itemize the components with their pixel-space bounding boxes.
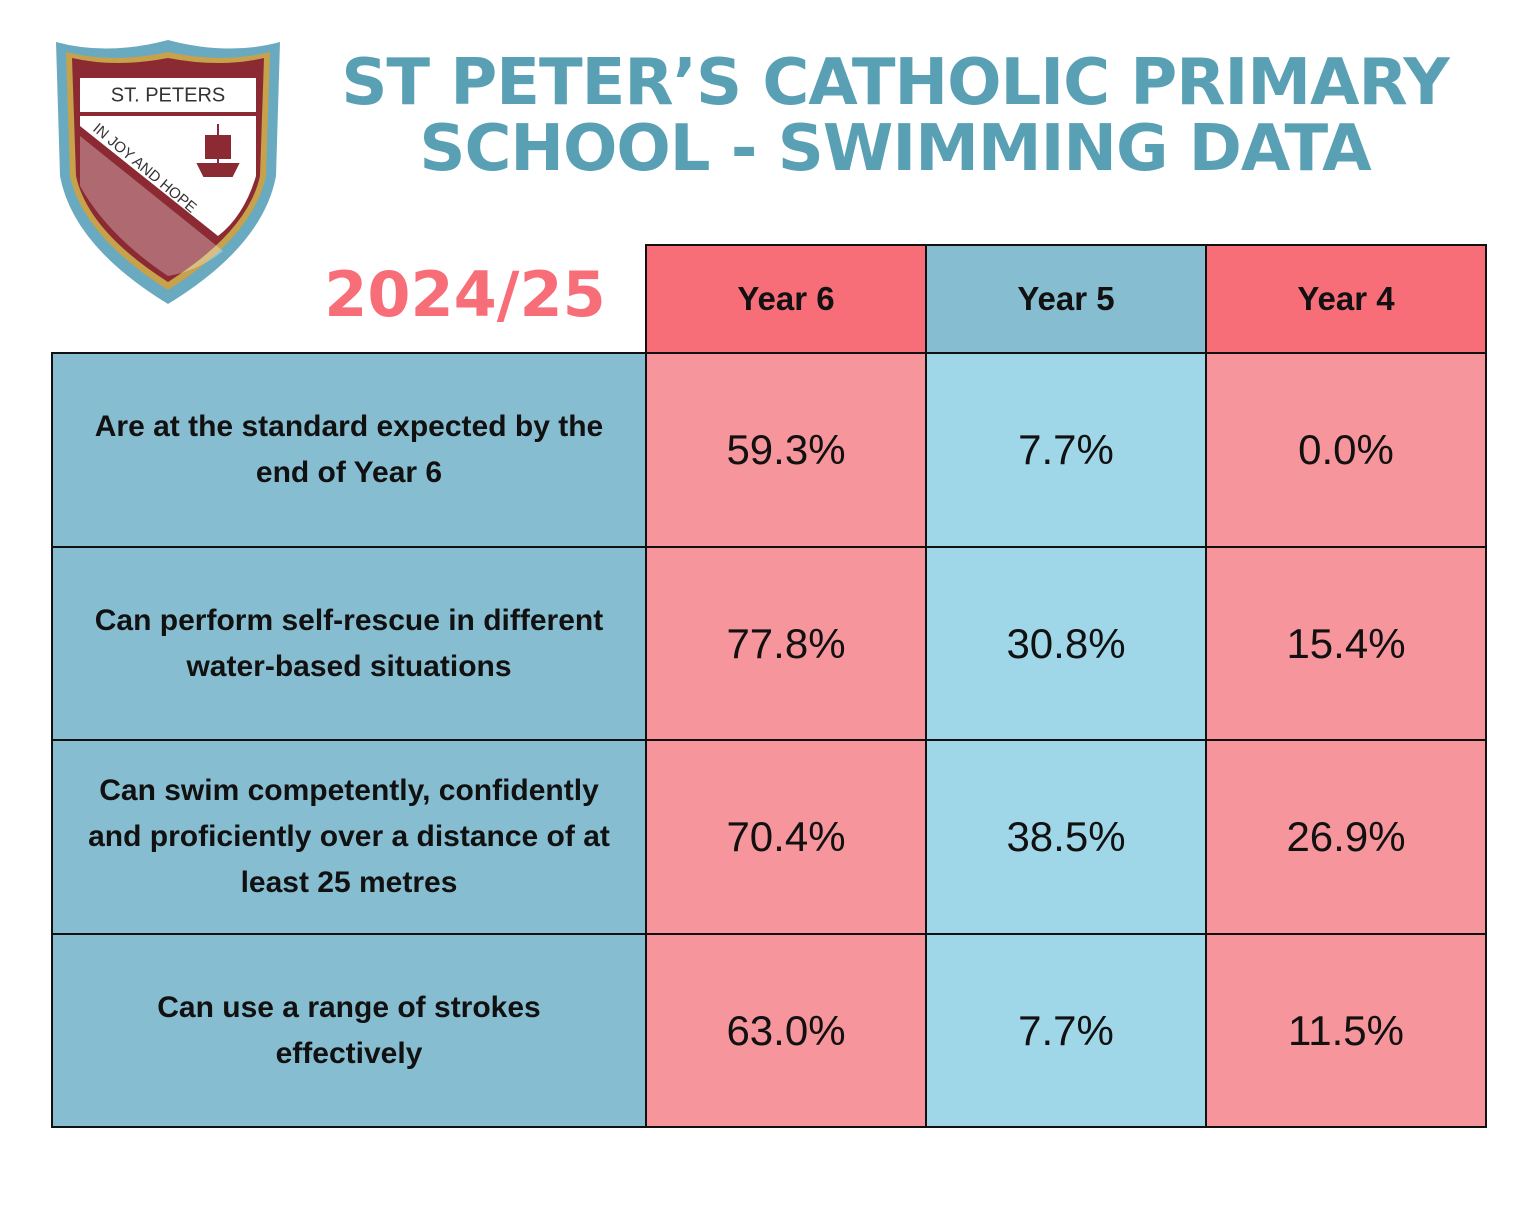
value-cell: 15.4% xyxy=(1205,546,1487,741)
value-cell: 38.5% xyxy=(925,739,1207,935)
value-cell: 7.7% xyxy=(925,933,1207,1128)
crest-band xyxy=(80,136,223,276)
row-label: Can use a range of strokes effectively xyxy=(51,933,647,1128)
value-cell: 77.8% xyxy=(645,546,927,741)
value-cell: 11.5% xyxy=(1205,933,1487,1128)
column-header: Year 5 xyxy=(925,244,1207,354)
crest-banner xyxy=(80,78,256,112)
column-header: Year 6 xyxy=(645,244,927,354)
title-line: SCHOOL - SWIMMING DATA xyxy=(419,112,1371,186)
row-label: Can swim competently, confidently and pr… xyxy=(51,739,647,935)
value-cell: 30.8% xyxy=(925,546,1207,741)
column-header: Year 4 xyxy=(1205,244,1487,354)
value-cell: 59.3% xyxy=(645,352,927,548)
value-cell: 70.4% xyxy=(645,739,927,935)
row-label: Are at the standard expected by the end … xyxy=(51,352,647,548)
boat-icon xyxy=(196,124,240,177)
crest-name: ST. PETERS xyxy=(111,84,225,106)
value-cell: 0.0% xyxy=(1205,352,1487,548)
school-year: 2024/25 xyxy=(324,258,606,331)
school-crest: ST. PETERS IN JOY AND HOPE xyxy=(56,40,280,304)
value-cell: 26.9% xyxy=(1205,739,1487,935)
value-cell: 63.0% xyxy=(645,933,927,1128)
title-line: ST PETER’S CATHOLIC PRIMARY xyxy=(341,46,1449,120)
row-label: Can perform self-rescue in different wat… xyxy=(51,546,647,741)
value-cell: 7.7% xyxy=(925,352,1207,548)
